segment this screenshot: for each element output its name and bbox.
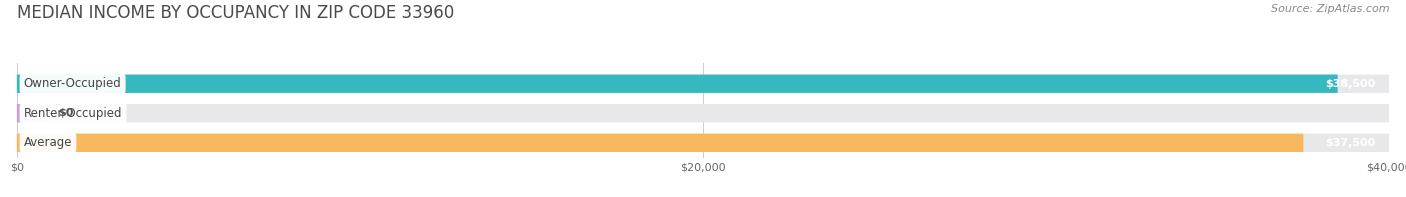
Text: Source: ZipAtlas.com: Source: ZipAtlas.com	[1271, 4, 1389, 14]
Text: Renter-Occupied: Renter-Occupied	[24, 107, 122, 120]
FancyBboxPatch shape	[17, 104, 1389, 122]
FancyBboxPatch shape	[17, 134, 1389, 152]
FancyBboxPatch shape	[17, 74, 1389, 93]
Text: $0: $0	[58, 108, 73, 118]
FancyBboxPatch shape	[17, 74, 1337, 93]
Text: Owner-Occupied: Owner-Occupied	[24, 77, 121, 90]
Text: MEDIAN INCOME BY OCCUPANCY IN ZIP CODE 33960: MEDIAN INCOME BY OCCUPANCY IN ZIP CODE 3…	[17, 4, 454, 22]
Text: $37,500: $37,500	[1326, 138, 1375, 148]
Text: Average: Average	[24, 136, 72, 149]
Text: $38,500: $38,500	[1326, 79, 1375, 89]
FancyBboxPatch shape	[17, 134, 1303, 152]
FancyBboxPatch shape	[17, 104, 45, 122]
